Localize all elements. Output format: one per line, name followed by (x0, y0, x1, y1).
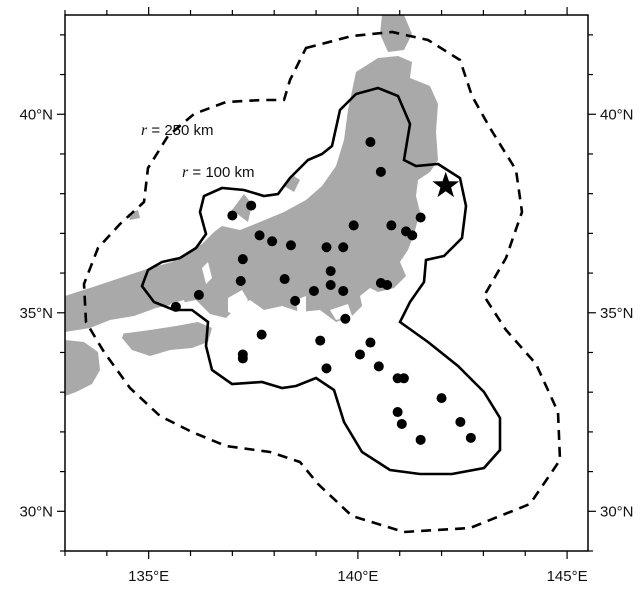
station-dot (193, 289, 204, 300)
station-dot (227, 210, 238, 221)
station-dot (465, 432, 476, 443)
station-dot (382, 279, 393, 290)
station-dot (392, 407, 403, 418)
star-icon (432, 171, 460, 198)
station-dot (237, 349, 248, 360)
y-tick-label-right: 40°N (600, 106, 634, 123)
y-tick-label-right: 35°N (600, 305, 634, 322)
x-tick-label: 145°E (547, 568, 588, 585)
axis-ticks (57, 7, 596, 559)
station-dot (375, 166, 386, 177)
station-dot (254, 230, 265, 241)
epicenter-marker (432, 171, 460, 198)
y-tick-label-left: 40°N (19, 106, 53, 123)
x-tick-label: 135°E (128, 568, 169, 585)
y-tick-label-left: 35°N (19, 305, 53, 322)
station-dot (386, 220, 397, 231)
station-dot (235, 276, 246, 287)
station-dot (237, 254, 248, 265)
noto-peninsula (232, 194, 252, 222)
oki-islands (128, 210, 140, 220)
kyushu-island (65, 340, 100, 396)
r250-label: r = 250 km (141, 122, 214, 139)
station-dot (290, 295, 301, 306)
station-dot (436, 393, 447, 404)
station-dot (308, 285, 319, 296)
station-markers (170, 137, 476, 445)
station-dot (279, 274, 290, 285)
station-dot (365, 137, 376, 148)
x-tick-label: 140°E (337, 568, 378, 585)
map-area (65, 15, 562, 534)
r250-contour (82, 30, 562, 534)
station-dot (267, 236, 278, 247)
lake-biwa (202, 262, 212, 284)
station-dot (415, 434, 426, 445)
sado-island (284, 176, 300, 192)
station-dot (325, 279, 336, 290)
station-dot (396, 418, 407, 429)
axis-tick-labels: 135°E 140°E 145°E 30°N 30°N 35°N 35°N 40°N 40°N (19, 106, 633, 585)
station-dot (407, 230, 418, 241)
seto-inland-sea (110, 318, 176, 334)
station-dot (354, 349, 365, 360)
station-dot (246, 200, 257, 211)
y-tick-label-left: 30°N (19, 503, 53, 520)
tokyo-bay (360, 288, 378, 314)
station-dot (285, 240, 296, 251)
y-tick-label-right: 30°N (600, 503, 634, 520)
station-dot (455, 416, 466, 427)
station-dot (415, 212, 426, 223)
station-dot (348, 220, 359, 231)
r100-contour (140, 86, 502, 476)
station-dot (398, 373, 409, 384)
r100-label: r = 100 km (182, 164, 255, 181)
map-frame (64, 14, 589, 552)
station-dot (321, 242, 332, 253)
station-dot (338, 285, 349, 296)
station-dot (365, 337, 376, 348)
station-dot (373, 361, 384, 372)
station-dot (170, 301, 181, 312)
station-dot (340, 313, 351, 324)
ise-bay (228, 290, 248, 316)
station-dot (321, 363, 332, 374)
station-dot (256, 329, 267, 340)
honshu-island (65, 56, 438, 332)
station-dot (315, 335, 326, 346)
station-dot (325, 266, 336, 277)
station-dot (338, 242, 349, 253)
